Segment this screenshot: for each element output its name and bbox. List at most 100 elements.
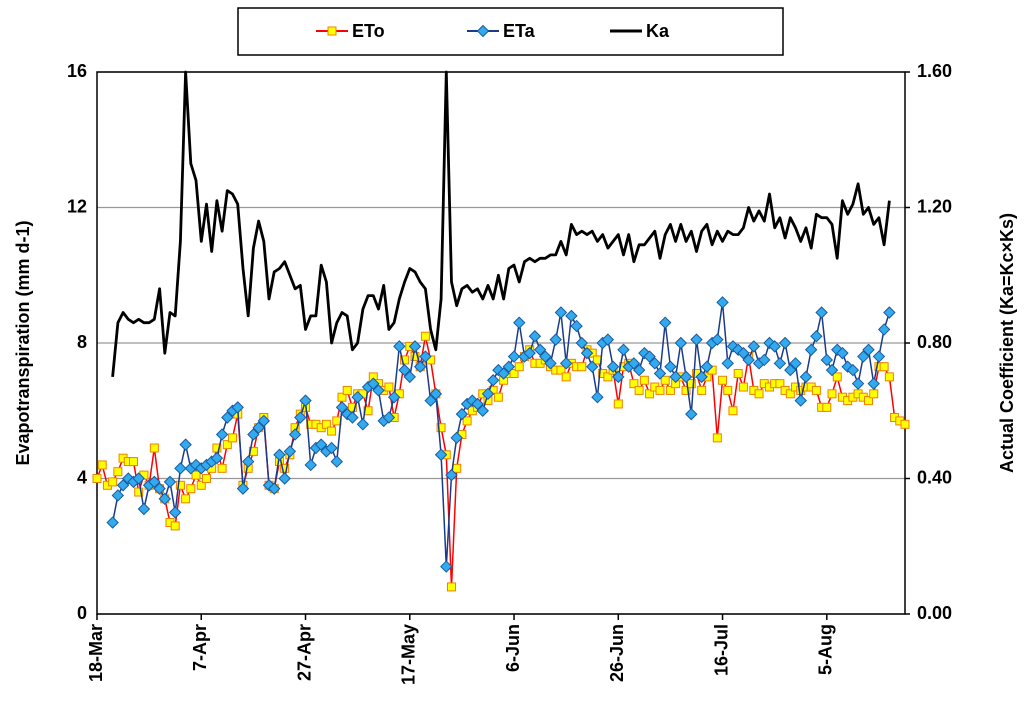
data-point: [137, 502, 151, 516]
data-point: [747, 340, 761, 353]
data-point: [690, 333, 703, 346]
x-tick-label: 18-Mar: [86, 624, 106, 682]
y-tick-label: 16: [67, 61, 87, 81]
data-point: [784, 363, 797, 377]
data-point: [785, 389, 795, 399]
y2-tick-label: 0.00: [917, 603, 952, 623]
data-point: [737, 346, 750, 360]
plot-frame: [96, 71, 906, 615]
data-point: [398, 363, 411, 377]
data-point: [804, 343, 818, 356]
data-point: [556, 365, 566, 375]
data-point: [523, 346, 536, 360]
data-point: [186, 484, 196, 494]
data-point: [851, 377, 865, 390]
data-point: [335, 401, 349, 414]
data-point: [549, 333, 562, 346]
data-point: [665, 385, 675, 395]
y2-tick-label: 0.40: [917, 467, 952, 487]
data-point: [153, 482, 166, 495]
data-point: [718, 375, 728, 385]
data-point: [257, 414, 271, 428]
data-point: [773, 357, 787, 370]
data-point: [507, 350, 521, 363]
data-point: [561, 372, 571, 382]
data-point: [387, 390, 401, 404]
data-point: [420, 331, 430, 341]
data-point: [681, 385, 691, 395]
data-point: [862, 343, 875, 356]
data-point: [181, 494, 191, 504]
data-point: [533, 343, 547, 356]
data-point: [613, 399, 623, 409]
data-point: [836, 346, 849, 360]
y-tick-label: 12: [67, 196, 87, 216]
data-point: [215, 428, 229, 441]
data-point: [471, 397, 484, 411]
data-point: [726, 340, 740, 353]
data-point: [108, 477, 118, 487]
data-point: [436, 423, 446, 433]
data-point: [163, 475, 177, 489]
data-point: [283, 445, 297, 458]
data-point: [638, 346, 651, 360]
y-tick-label: 4: [77, 467, 87, 487]
x-tick-label: 17-May: [399, 624, 419, 685]
data-point: [342, 385, 352, 395]
data-point: [502, 360, 516, 373]
data-point: [591, 390, 604, 404]
data-point: [168, 506, 182, 519]
data-point: [864, 396, 874, 406]
data-point: [674, 336, 688, 350]
legend-label: ETo: [352, 21, 385, 41]
x-tick-label: 27-Apr: [294, 624, 314, 681]
data-point: [857, 350, 870, 363]
data-point: [632, 363, 646, 377]
data-point: [134, 487, 144, 497]
data-point: [111, 489, 125, 502]
data-point: [429, 387, 443, 401]
data-point: [384, 382, 394, 392]
data-point: [179, 438, 192, 451]
data-point: [580, 346, 594, 360]
data-point: [700, 360, 714, 373]
data-point: [455, 407, 469, 421]
data-point: [754, 389, 764, 399]
data-point: [695, 370, 708, 384]
data-point: [799, 370, 813, 384]
data-point: [372, 384, 385, 397]
data-point: [653, 367, 667, 380]
data-point: [669, 370, 682, 384]
y-axis-title: Evapotranspiration (mm d-1): [13, 220, 33, 465]
data-point: [639, 375, 649, 385]
data-point: [201, 474, 211, 483]
data-point: [314, 438, 328, 451]
x-tick-label: 7-Apr: [190, 624, 210, 671]
data-point: [634, 385, 644, 395]
data-point: [327, 426, 337, 436]
data-point: [544, 357, 557, 370]
y2-tick-label: 1.20: [917, 196, 952, 216]
data-point: [356, 418, 370, 431]
data-point: [867, 377, 880, 390]
data-point: [877, 323, 891, 336]
data-point: [664, 360, 677, 373]
data-point: [97, 460, 107, 470]
data-point: [643, 350, 656, 363]
data-point: [481, 387, 495, 401]
y2-tick-label: 0.80: [917, 332, 952, 352]
data-point: [445, 468, 458, 482]
data-point: [723, 385, 733, 395]
data-point: [486, 374, 500, 387]
data-point: [565, 309, 578, 323]
data-point: [191, 470, 201, 480]
data-point: [299, 394, 312, 407]
data-point: [158, 492, 171, 506]
data-point: [393, 340, 406, 353]
legend-label: Ka: [646, 21, 670, 41]
data-point: [247, 428, 260, 441]
y2-tick-label: 1.60: [917, 61, 952, 81]
data-point: [175, 480, 185, 490]
data-point: [262, 479, 276, 492]
